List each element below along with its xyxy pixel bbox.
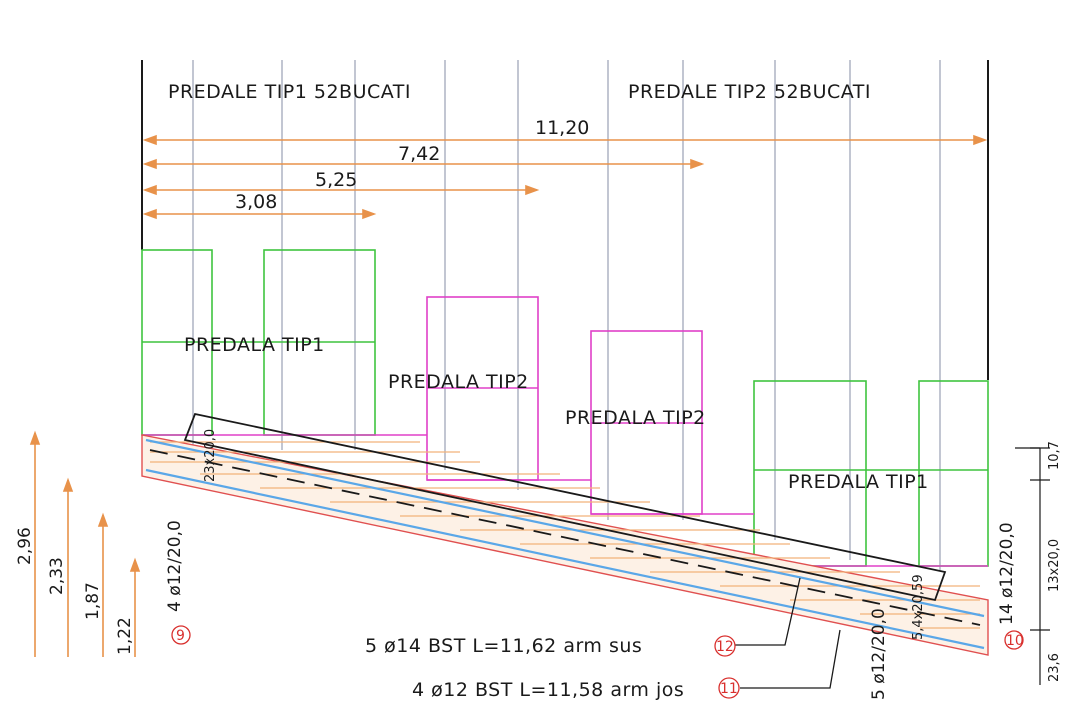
- vdim-2-96: 2,96: [15, 527, 35, 565]
- dim-5-25: 5,25: [315, 169, 357, 191]
- dim-11-20: 11,20: [535, 117, 589, 139]
- bar-tag-bottom: 11: [718, 677, 740, 699]
- panel-label-4: PREDALA TIP1: [788, 471, 929, 493]
- dim-7-42: 7,42: [398, 143, 440, 165]
- vdim-1-22: 1,22: [115, 617, 135, 655]
- bar-tag-top: 12: [714, 635, 736, 657]
- rebar-dashed-line: [149, 449, 981, 626]
- top-label-left: PREDALE TIP1 52BUCATI: [168, 81, 411, 103]
- svg-text:12: 12: [716, 639, 734, 655]
- right-dimension-column: [1015, 447, 1050, 685]
- center-spacing-label: 5 ø12/20,0: [869, 608, 889, 700]
- vdim-1-87: 1,87: [83, 582, 103, 620]
- right-dim-bottom: 23,6: [1047, 653, 1062, 682]
- right-dim-top: 10,7: [1047, 441, 1062, 470]
- right-dim-mid: 13x20,0: [1047, 539, 1062, 592]
- top-label-right: PREDALE TIP2 52BUCATI: [628, 81, 871, 103]
- left-stirrups-label: 4 ø12/20,0: [165, 520, 185, 612]
- dim-3-08: 3,08: [235, 191, 277, 213]
- vertical-dimensions: [29, 430, 141, 657]
- svg-text:11: 11: [720, 681, 738, 697]
- panel-label-3: PREDALA TIP2: [565, 407, 706, 429]
- rebar-note-bottom: 4 ø12 BST L=11,58 arm jos: [412, 679, 684, 701]
- bar-tag-right: 10: [1004, 630, 1024, 650]
- rebar-note-top: 5 ø14 BST L=11,62 arm sus: [365, 635, 642, 657]
- horizontal-dimensions: [142, 134, 988, 220]
- panel-label-1: PREDALA TIP1: [184, 334, 325, 356]
- right-stirrups-label: 14 ø12/20,0: [997, 522, 1017, 625]
- rebar-cage-outline: [183, 412, 947, 602]
- panel-label-2: PREDALA TIP2: [388, 371, 529, 393]
- leader-bottom: [740, 629, 841, 689]
- hatch-region: [141, 434, 989, 656]
- svg-text:10: 10: [1006, 633, 1024, 649]
- bar-tag-left: 9: [171, 625, 191, 645]
- left-small-label: 23x20,0: [203, 429, 218, 482]
- grid-lines: [192, 60, 941, 570]
- svg-text:9: 9: [176, 628, 185, 644]
- leader-top: [735, 577, 801, 646]
- right-small-label: 5,4x20,59: [911, 574, 926, 640]
- vdim-2-33: 2,33: [47, 557, 67, 595]
